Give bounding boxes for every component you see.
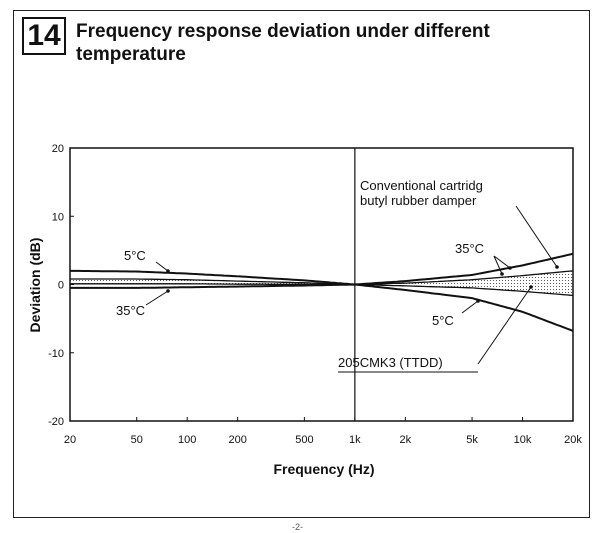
leader-dot [529,285,533,289]
series-line-2 [70,283,574,332]
x-tick-label: 50 [131,434,143,446]
figure-number: 14 [22,17,66,55]
leader-dot [166,289,170,293]
label-5c-upper: 5°C [124,248,146,263]
label-35c-right: 35°C [455,241,484,256]
x-tick-label: 5k [466,434,478,446]
y-tick-label: 0 [58,280,64,292]
y-tick-label: -10 [48,348,64,360]
x-tick-label: 20k [564,434,582,446]
figure-frame [13,10,590,518]
page-mark: -2- [292,522,303,532]
label-205cmk3: 205CMK3 (TTDD) [338,355,443,370]
x-axis-label: Frequency (Hz) [273,461,374,477]
series-line-4 [70,283,574,297]
label-35c-lower: 35°C [116,303,145,318]
leader-dot [166,269,170,273]
x-tick-label: 20 [64,434,76,446]
x-tick-label: 100 [178,434,196,446]
y-tick-label: -20 [48,416,64,428]
label-conventional-line2: butyl rubber damper [360,193,477,208]
leader-line [493,255,503,275]
leader-line [515,205,558,268]
leader-line [493,255,511,269]
leader-line [145,290,169,306]
leader-line [477,286,532,365]
label-5c-right: 5°C [432,313,454,328]
leader-dot [555,265,559,269]
annotation-layer: 5°C 35°C 35°C 5°C Conventional cartridgbutyl… [116,178,559,373]
figure-title-line1: Frequency response deviation under diffe… [76,21,490,42]
y-tick-label: 20 [52,143,64,155]
x-tick-label: 1k [349,434,361,446]
figure-title-line2: temperature [76,44,186,65]
leader-line [461,300,479,314]
label-conventional-line1: Conventional cartridg [360,178,483,193]
x-tick-label: 200 [228,434,246,446]
y-axis-label: Deviation (dB) [27,238,43,333]
series-line-3 [70,270,574,286]
leader-dot [500,272,504,276]
x-tick-label: 500 [295,434,313,446]
x-tick-label: 10k [514,434,532,446]
y-tick-label: 10 [52,211,64,223]
x-tick-label: 2k [400,434,412,446]
series-line-1 [70,252,574,286]
leader-line [155,261,169,272]
leader-dot [508,266,512,270]
leader-dot [476,299,480,303]
